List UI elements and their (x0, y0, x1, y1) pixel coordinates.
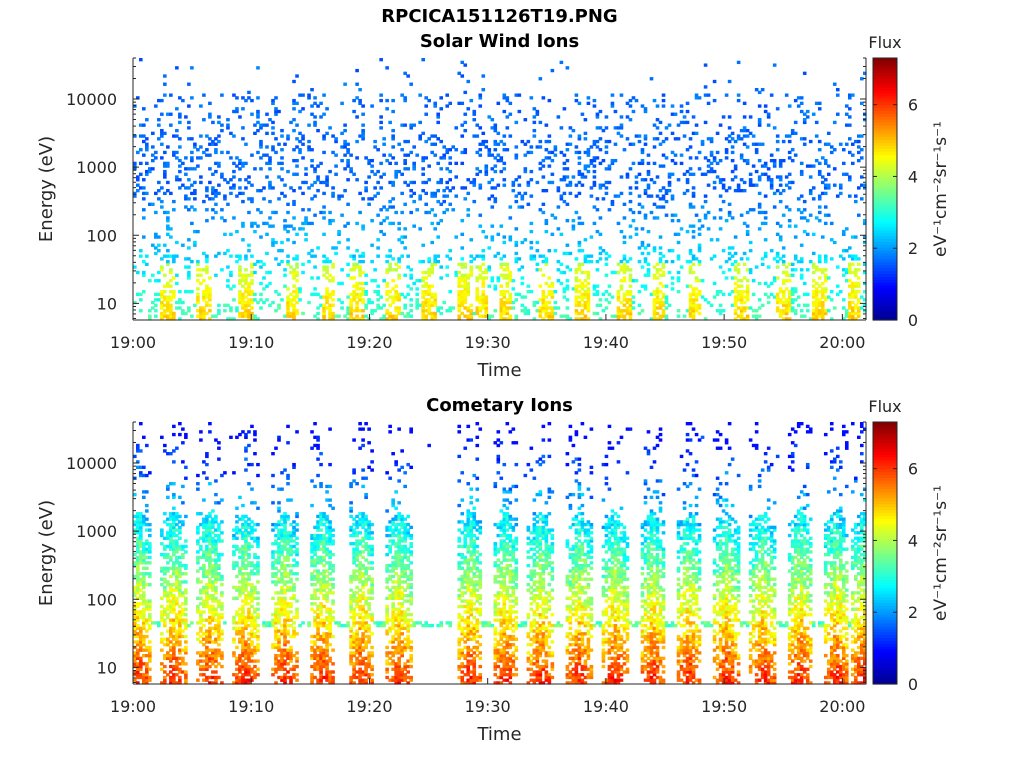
x-tick-label: 19:50 (701, 333, 747, 352)
colorbar (873, 422, 897, 685)
colorbar-tick-label: 6 (908, 96, 918, 115)
x-tick-label: 20:00 (819, 697, 865, 716)
colorbar (873, 58, 897, 321)
x-tick-label: 19:10 (228, 333, 274, 352)
colorbar-unit-label: eV⁻¹cm⁻²sr⁻¹s⁻¹ (931, 485, 951, 621)
figure-title: RPCICA151126T19.PNG (381, 6, 618, 27)
colorbar-tick-label: 4 (908, 531, 918, 550)
spectrogram-cells (133, 422, 867, 685)
colorbar-tick-label: 0 (908, 311, 918, 330)
colorbar-frame (872, 421, 898, 685)
colorbar-tick-label: 2 (908, 239, 918, 258)
x-tick-label: 19:30 (465, 697, 511, 716)
cometary-ions-spectrogram: 10 100 1000 10000 19:00 19:10 19:20 19:30 19:40 1… (36, 397, 951, 745)
x-axis-label: Time (476, 724, 521, 745)
x-tick-label: 19:40 (583, 697, 629, 716)
y-tick-label: 10000 (66, 454, 117, 473)
x-tick-label: 19:20 (346, 333, 392, 352)
x-tick-label: 19:50 (701, 697, 747, 716)
x-tick-label: 19:10 (228, 697, 274, 716)
spectrogram-cells (133, 58, 867, 321)
colorbar-label: Flux (868, 33, 901, 52)
cometary-panel-title: Cometary Ions (426, 395, 573, 416)
colorbar-tick-label: 4 (908, 167, 918, 186)
colorbar-tick-label: 0 (908, 675, 918, 694)
y-tick-label: 100 (86, 590, 117, 609)
y-tick-label: 1000 (76, 158, 117, 177)
x-axis-label: Time (476, 360, 521, 381)
y-tick-label: 10 (97, 658, 117, 677)
x-tick-label: 19:40 (583, 333, 629, 352)
x-tick-label: 19:30 (465, 333, 511, 352)
x-tick-label: 19:20 (346, 697, 392, 716)
y-tick-label: 10000 (66, 90, 117, 109)
y-tick-label: 1000 (76, 522, 117, 541)
colorbar-tick-label: 6 (908, 460, 918, 479)
y-axis-label: Energy (eV) (36, 136, 57, 242)
colorbar-unit-label: eV⁻¹cm⁻²sr⁻¹s⁻¹ (931, 121, 951, 257)
x-tick-label: 20:00 (819, 333, 865, 352)
x-tick-label: 19:00 (110, 697, 156, 716)
solar-wind-panel-title: Solar Wind Ions (419, 31, 580, 52)
colorbar-frame (872, 57, 898, 321)
x-tick-label: 19:00 (110, 333, 156, 352)
colorbar-tick-label: 2 (908, 603, 918, 622)
y-axis-label: Energy (eV) (36, 500, 57, 606)
y-tick-label: 10 (97, 294, 117, 313)
y-tick-label: 100 (86, 226, 117, 245)
colorbar-label: Flux (868, 397, 901, 416)
solar-wind-ions-spectrogram: 10 100 1000 10000 19:00 19:10 19:20 19:30 19:40 1… (36, 33, 951, 381)
